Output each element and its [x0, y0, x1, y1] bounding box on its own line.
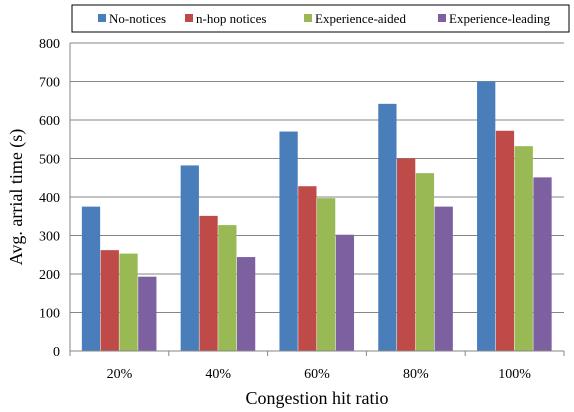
bar-0-2: [279, 131, 298, 351]
bar-3-0: [138, 276, 157, 351]
bar-2-3: [415, 173, 435, 351]
bar-3-1: [236, 257, 256, 351]
bar-3-4: [533, 177, 552, 351]
x-axis-title: Congestion hit ratio: [246, 388, 389, 408]
bar-0-1: [180, 165, 199, 351]
y-tick-label: 100: [39, 307, 60, 322]
y-tick-label: 200: [39, 268, 60, 283]
bar-3-3: [434, 206, 453, 351]
y-tick-label: 700: [39, 76, 60, 91]
x-tick-label: 60%: [304, 367, 330, 382]
legend-box: [71, 4, 570, 33]
y-tick-label: 0: [53, 345, 60, 360]
bars: [81, 81, 552, 351]
bar-3-2: [335, 234, 355, 351]
bar-1-2: [298, 186, 317, 351]
y-tick-label: 500: [39, 153, 60, 168]
legend-swatch-2: [304, 14, 312, 22]
bar-2-1: [218, 225, 237, 351]
bar-0-3: [378, 103, 397, 351]
x-tick-label: 100%: [498, 367, 531, 382]
legend-label-0: No-notices: [109, 11, 166, 26]
legend-label-3: Experience-leading: [449, 11, 551, 26]
bar-2-4: [514, 146, 533, 351]
legend-swatch-3: [438, 14, 446, 22]
axes: [69, 43, 565, 356]
x-tick-labels: 20% 40% 60% 80% 100%: [107, 367, 532, 382]
bar-0-0: [81, 206, 101, 351]
bar-1-3: [397, 158, 416, 351]
y-tick-label: 800: [39, 37, 60, 52]
legend-swatch-1: [185, 14, 193, 22]
x-tick-label: 20%: [107, 367, 133, 382]
y-axis-title: Avg. arrial time (s): [6, 129, 27, 266]
bar-2-2: [317, 198, 336, 351]
x-tick-label: 40%: [205, 367, 231, 382]
y-tick-labels: 0 100 200 300 400 500 600 700 800: [39, 37, 60, 360]
x-tick-label: 80%: [403, 367, 429, 382]
y-tick-label: 300: [39, 230, 60, 245]
bar-0-4: [477, 81, 496, 351]
legend-label-2: Experience-aided: [315, 11, 406, 26]
legend-label-1: n-hop notices: [196, 11, 266, 26]
bar-1-0: [100, 250, 119, 351]
bar-1-4: [495, 130, 515, 351]
y-tick-label: 600: [39, 114, 60, 129]
legend: No-notices n-hop notices Experience-aided E…: [71, 4, 570, 33]
y-tick-label: 400: [39, 191, 60, 206]
bar-1-1: [199, 215, 218, 351]
bar-2-0: [119, 253, 138, 351]
legend-swatch-0: [98, 14, 106, 22]
